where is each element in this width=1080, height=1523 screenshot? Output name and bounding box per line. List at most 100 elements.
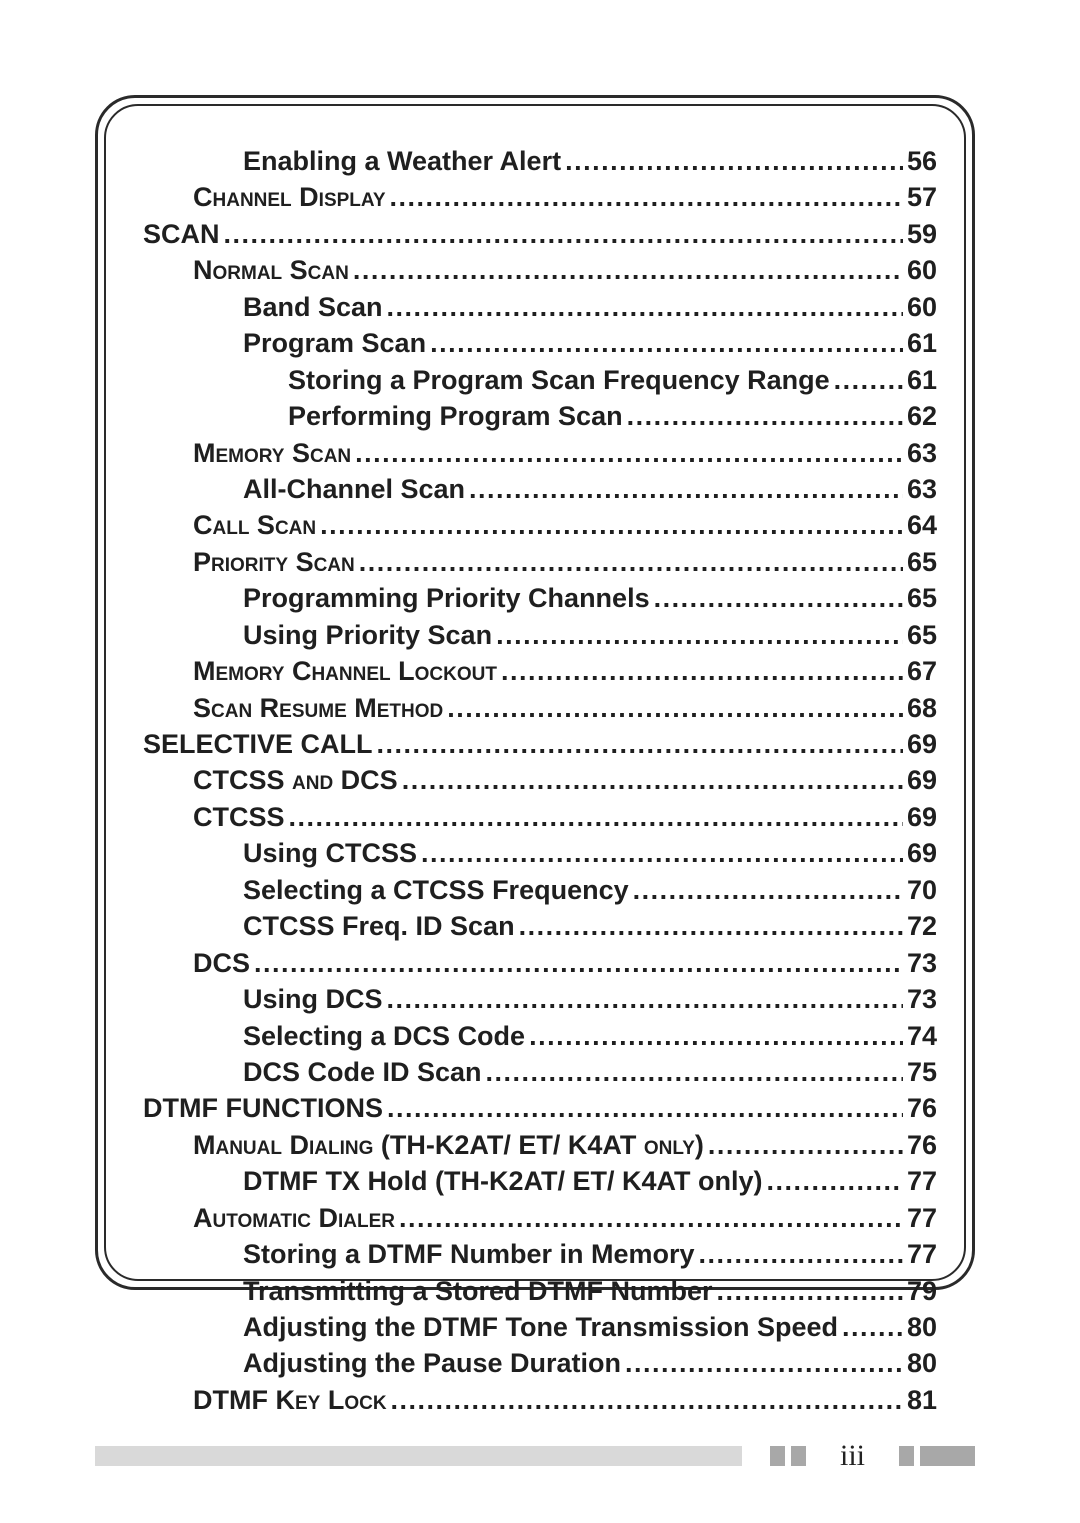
toc-entry: SCAN 59 [133, 216, 937, 252]
toc-leader-dots [699, 1236, 903, 1272]
toc-entry-title: CTCSS and DCS [193, 762, 398, 798]
toc-entry: Storing a Program Scan Frequency Range 6… [133, 362, 937, 398]
footer-box [770, 1446, 785, 1466]
toc-entry-page: 72 [907, 908, 937, 944]
toc-entry: DTMF Key Lock 81 [133, 1382, 937, 1418]
toc-leader-dots [359, 544, 903, 580]
toc-entry-page: 69 [907, 835, 937, 871]
toc-leader-dots [320, 507, 903, 543]
toc-leader-dots [519, 908, 903, 944]
toc-entry-page: 79 [907, 1273, 937, 1309]
toc-entry-page: 77 [907, 1200, 937, 1236]
toc-entry-title: Adjusting the Pause Duration [243, 1345, 621, 1381]
toc-entry-page: 69 [907, 726, 937, 762]
toc-entry-title: Selecting a CTCSS Frequency [243, 872, 629, 908]
toc-entry-title: DTMF Key Lock [193, 1382, 387, 1418]
toc-entry-page: 63 [907, 435, 937, 471]
toc-entry-page: 62 [907, 398, 937, 434]
toc-entry-page: 67 [907, 653, 937, 689]
footer-box-wide [920, 1446, 975, 1466]
toc-entry: Channel Display 57 [133, 179, 937, 215]
footer-bar-left [95, 1446, 742, 1466]
toc-entry-page: 70 [907, 872, 937, 908]
table-of-contents: Enabling a Weather Alert 56Channel Displ… [133, 138, 937, 1418]
toc-entry-title: All-Channel Scan [243, 471, 465, 507]
toc-entry-page: 59 [907, 216, 937, 252]
toc-entry: Using CTCSS 69 [133, 835, 937, 871]
toc-leader-dots [469, 471, 903, 507]
toc-leader-dots [224, 216, 903, 252]
toc-leader-dots [708, 1127, 903, 1163]
toc-entry-page: 80 [907, 1309, 937, 1345]
toc-leader-dots [834, 362, 903, 398]
toc-leader-dots [766, 1163, 903, 1199]
toc-entry-title: Channel Display [193, 179, 386, 215]
toc-entry-page: 74 [907, 1018, 937, 1054]
toc-entry: Automatic Dialer 77 [133, 1200, 937, 1236]
toc-entry-title: DTMF TX Hold (TH-K2AT/ ET/ K4AT only) [243, 1163, 762, 1199]
toc-entry-title: Using CTCSS [243, 835, 417, 871]
toc-leader-dots [390, 179, 903, 215]
toc-entry: All-Channel Scan 63 [133, 471, 937, 507]
toc-entry-page: 69 [907, 799, 937, 835]
toc-entry-title: Selecting a DCS Code [243, 1018, 525, 1054]
toc-entry-title: Programming Priority Channels [243, 580, 650, 616]
toc-leader-dots [391, 1382, 903, 1418]
toc-entry-page: 57 [907, 179, 937, 215]
toc-leader-dots [496, 617, 903, 653]
toc-entry-title: CTCSS Freq. ID Scan [243, 908, 515, 944]
toc-entry: CTCSS Freq. ID Scan 72 [133, 908, 937, 944]
toc-entry-page: 68 [907, 690, 937, 726]
toc-entry-title: Priority Scan [193, 544, 355, 580]
toc-entry-title: Automatic Dialer [193, 1200, 395, 1236]
toc-entry-page: 69 [907, 762, 937, 798]
toc-leader-dots [353, 252, 903, 288]
page-footer: iii [95, 1441, 975, 1471]
toc-entry: Scan Resume Method 68 [133, 690, 937, 726]
toc-entry: Performing Program Scan 62 [133, 398, 937, 434]
toc-entry-page: 60 [907, 289, 937, 325]
toc-entry-title: CTCSS [193, 799, 285, 835]
toc-entry: DTMF FUNCTIONS 76 [133, 1090, 937, 1126]
toc-entry-page: 76 [907, 1090, 937, 1126]
toc-entry: CTCSS and DCS 69 [133, 762, 937, 798]
toc-entry-title: SCAN [143, 216, 220, 252]
toc-entry: DTMF TX Hold (TH-K2AT/ ET/ K4AT only) 77 [133, 1163, 937, 1199]
toc-leader-dots [717, 1273, 903, 1309]
toc-entry: Transmitting a Stored DTMF Number 79 [133, 1273, 937, 1309]
toc-entry: Selecting a DCS Code 74 [133, 1018, 937, 1054]
toc-leader-dots [399, 1200, 903, 1236]
toc-entry-title: DCS [193, 945, 250, 981]
toc-entry: Memory Scan 63 [133, 435, 937, 471]
toc-entry-title: Program Scan [243, 325, 426, 361]
toc-leader-dots [254, 945, 903, 981]
toc-entry-title: Transmitting a Stored DTMF Number [243, 1273, 713, 1309]
toc-entry-title: Using Priority Scan [243, 617, 492, 653]
toc-entry: Program Scan 61 [133, 325, 937, 361]
toc-entry: Band Scan 60 [133, 289, 937, 325]
toc-entry: DCS 73 [133, 945, 937, 981]
toc-leader-dots [355, 435, 903, 471]
toc-entry: Priority Scan 65 [133, 544, 937, 580]
toc-entry-page: 60 [907, 252, 937, 288]
footer-box [791, 1446, 806, 1466]
toc-entry-title: Memory Channel Lockout [193, 653, 497, 689]
toc-leader-dots [387, 981, 903, 1017]
toc-leader-dots [289, 799, 903, 835]
toc-entry: Adjusting the Pause Duration 80 [133, 1345, 937, 1381]
toc-entry-page: 65 [907, 617, 937, 653]
toc-leader-dots [402, 762, 903, 798]
toc-entry: Selecting a CTCSS Frequency 70 [133, 872, 937, 908]
toc-entry: SELECTIVE CALL 69 [133, 726, 937, 762]
toc-entry: Storing a DTMF Number in Memory 77 [133, 1236, 937, 1272]
toc-leader-dots [625, 1345, 903, 1381]
toc-entry-page: 81 [907, 1382, 937, 1418]
toc-leader-dots [387, 1090, 903, 1126]
toc-entry-page: 73 [907, 981, 937, 1017]
page-number: iii [840, 1439, 865, 1473]
toc-entry-title: Performing Program Scan [288, 398, 623, 434]
toc-entry: Enabling a Weather Alert 56 [133, 143, 937, 179]
toc-entry: Using Priority Scan 65 [133, 617, 937, 653]
toc-entry-page: 80 [907, 1345, 937, 1381]
toc-leader-dots [421, 835, 903, 871]
